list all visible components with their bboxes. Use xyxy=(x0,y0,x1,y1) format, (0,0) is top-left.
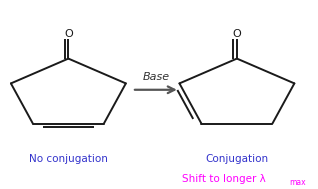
Text: O: O xyxy=(64,29,73,39)
Text: Base: Base xyxy=(142,72,169,82)
Text: No conjugation: No conjugation xyxy=(29,154,108,164)
Text: Conjugation: Conjugation xyxy=(205,154,268,164)
Text: O: O xyxy=(232,29,241,39)
Text: Shift to longer λ: Shift to longer λ xyxy=(182,174,266,184)
Text: max: max xyxy=(289,177,306,187)
